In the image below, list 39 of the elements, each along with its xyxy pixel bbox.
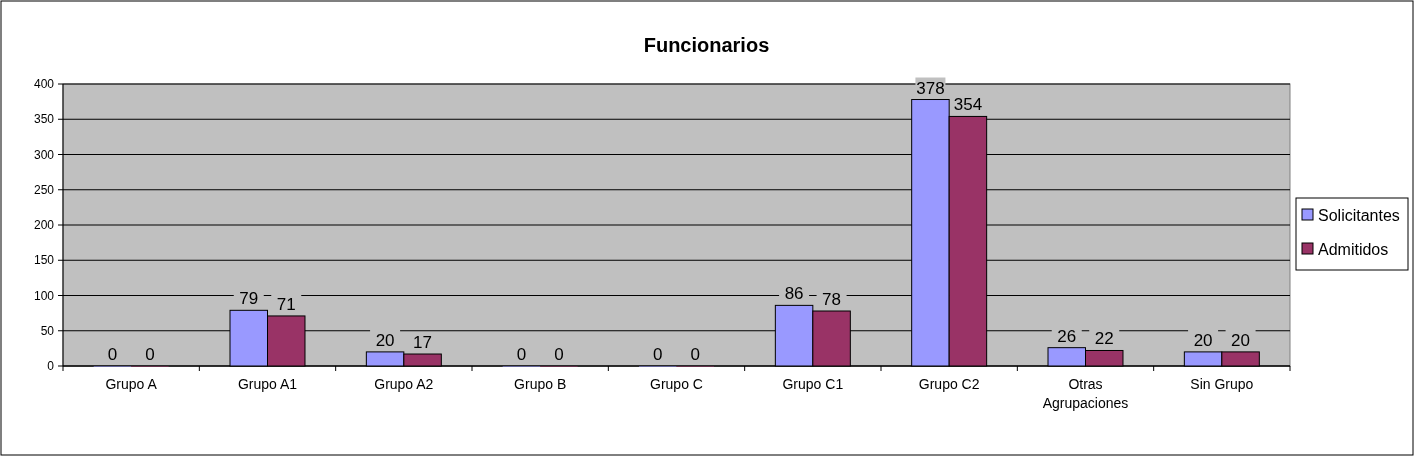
data-label: 0 [554,345,564,364]
data-label: 86 [784,284,804,304]
data-label: 78 [822,290,842,310]
x-tick-label: Grupo A [105,376,158,392]
y-tick-label: 400 [33,77,55,92]
legend-label: Solicitantes [1318,206,1400,224]
y-tick-label: 150 [33,253,55,268]
data-label: 22 [1094,329,1114,349]
data-label: 71 [276,294,296,314]
x-tick-label: Grupo B [514,376,567,392]
y-tick-label: 100 [33,288,55,303]
y-tick-label: 0 [47,359,55,374]
data-label: 0 [653,345,663,364]
data-label: 20 [375,330,395,350]
data-label: 20 [1231,330,1251,350]
x-tick-label: Grupo A2 [374,376,434,392]
chart-title: Funcionarios [643,34,770,56]
data-label: 0 [516,345,527,364]
data-label: 17 [413,333,433,353]
x-tick-label: Grupo C [650,376,703,392]
y-tick-label: 250 [33,182,55,197]
x-tick-label: Grupo C2 [918,376,980,392]
y-tick-label: 300 [33,147,55,162]
x-tick-label: Grupo C1 [782,376,844,392]
data-label: 378 [916,78,945,98]
legend-label: Admitidos [1318,240,1389,258]
data-label: 79 [239,289,259,309]
y-tick-label: 350 [33,112,55,127]
x-tick-label: Grupo A1 [237,376,298,392]
y-tick-label: 50 [40,323,55,338]
data-label: 26 [1057,326,1077,346]
data-label: 0 [690,345,700,364]
x-tick-label: Otras Agrupaciones [1042,376,1129,411]
data-label: 0 [145,345,155,364]
data-label: 0 [107,345,118,364]
data-label: 354 [953,95,983,115]
y-tick-label: 200 [33,218,55,233]
x-tick-label: Sin Grupo [1190,376,1254,392]
data-label: 20 [1193,330,1213,350]
